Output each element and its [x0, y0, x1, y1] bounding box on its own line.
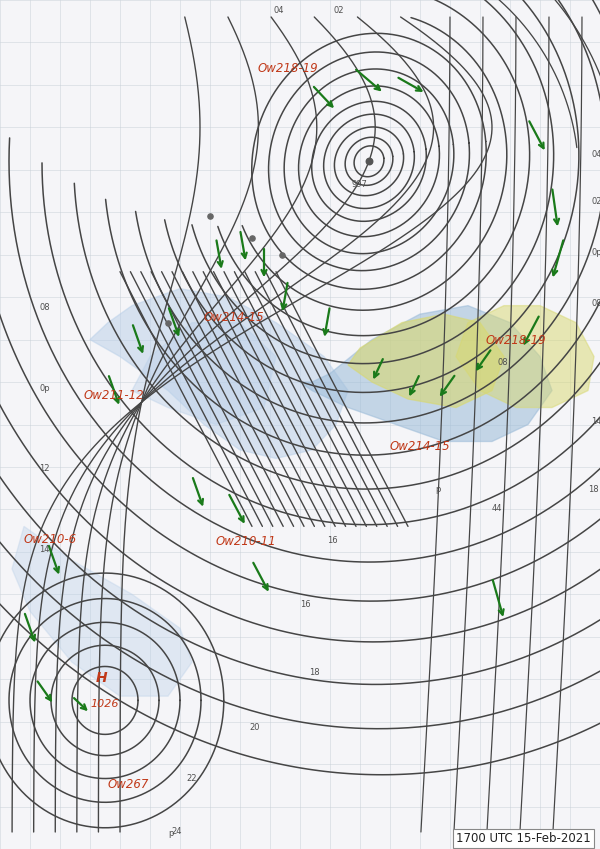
- Polygon shape: [348, 314, 504, 408]
- Text: 22: 22: [186, 774, 197, 783]
- Text: 1700 UTC 15-Feb-2021: 1700 UTC 15-Feb-2021: [456, 832, 591, 845]
- Text: Ow214-15: Ow214-15: [204, 311, 265, 324]
- Text: 1026: 1026: [90, 700, 119, 709]
- Point: [205, 210, 215, 223]
- Text: 0p: 0p: [591, 248, 600, 256]
- Text: 14: 14: [591, 418, 600, 426]
- Text: 08: 08: [591, 299, 600, 307]
- Point: [364, 155, 374, 168]
- Text: 0p: 0p: [39, 384, 50, 392]
- Text: 02: 02: [591, 197, 600, 205]
- Text: 04: 04: [591, 150, 600, 159]
- Text: Ow211-12: Ow211-12: [84, 389, 145, 402]
- Text: 04: 04: [273, 6, 284, 14]
- Text: 18: 18: [309, 668, 320, 677]
- Polygon shape: [300, 306, 552, 441]
- Text: 20: 20: [249, 723, 260, 732]
- Text: 12: 12: [39, 464, 49, 473]
- Text: Ow267: Ow267: [108, 778, 149, 791]
- Text: Ow218-19: Ow218-19: [486, 334, 547, 347]
- Text: Ow218-19: Ow218-19: [258, 62, 319, 76]
- Text: 08: 08: [39, 303, 50, 312]
- Text: Ow214-15: Ow214-15: [390, 440, 451, 453]
- Text: 16: 16: [327, 537, 338, 545]
- Text: 18: 18: [588, 486, 599, 494]
- Text: 997: 997: [351, 180, 367, 188]
- Polygon shape: [132, 323, 276, 424]
- Text: 44: 44: [492, 504, 502, 513]
- Text: Ow210-11: Ow210-11: [216, 535, 277, 548]
- Text: p: p: [168, 829, 173, 838]
- Text: p: p: [435, 486, 440, 494]
- Polygon shape: [90, 289, 348, 458]
- Point: [163, 316, 173, 329]
- Polygon shape: [12, 526, 192, 696]
- Text: 14: 14: [39, 545, 49, 554]
- Text: 16: 16: [300, 600, 311, 609]
- Text: H: H: [96, 671, 107, 685]
- Text: 08: 08: [498, 358, 509, 367]
- Polygon shape: [456, 306, 594, 408]
- Point: [277, 248, 287, 261]
- Text: 24: 24: [171, 827, 181, 835]
- Point: [247, 231, 257, 245]
- Text: 02: 02: [333, 6, 344, 14]
- Text: Ow210-6: Ow210-6: [24, 533, 77, 547]
